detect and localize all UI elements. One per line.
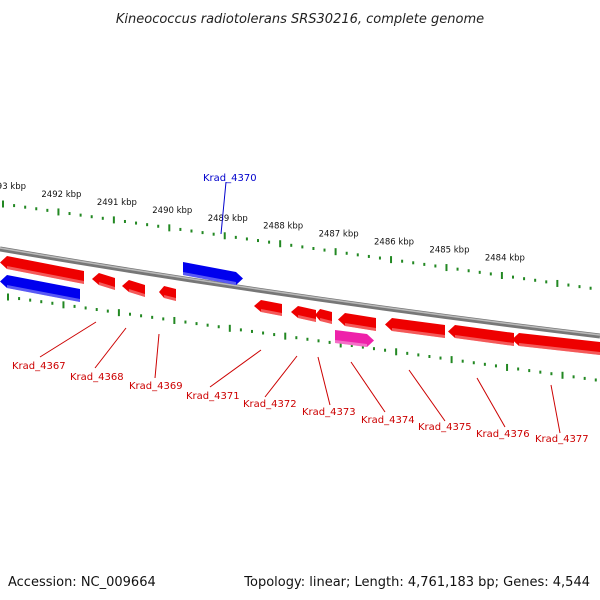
leader-line-krad-4372 [264, 355, 298, 398]
leader-line-krad-4376 [476, 377, 506, 428]
gene-krad-4373 [315, 309, 332, 324]
gene-partial-reverse [0, 256, 84, 284]
upper-scale-ruler: 2493 kbp 2492 kbp 2491 kbp 2490 kbp 2489 kbp… [0, 182, 592, 290]
gene-label-krad-4374[interactable]: Krad_4374 [361, 415, 415, 426]
gene-label-krad-4371[interactable]: Krad_4371 [186, 391, 240, 402]
gene-label-krad-4373[interactable]: Krad_4373 [302, 407, 356, 418]
leader-line-krad-4373 [317, 356, 331, 406]
ruler-tick-label: 2493 kbp [0, 182, 26, 192]
gene-krad-4369 [159, 286, 176, 301]
gene-label-krad-4377[interactable]: Krad_4377 [535, 434, 589, 445]
leader-line-krad-4367 [39, 321, 97, 358]
ruler-tick-label: 2490 kbp [152, 206, 192, 216]
gene-krad-4375 [385, 318, 445, 338]
chromosome-backbone [0, 246, 600, 339]
gene-krad-4369a [122, 280, 145, 297]
gene-krad-4372 [291, 306, 316, 322]
gene-label-krad-4372[interactable]: Krad_4372 [243, 399, 297, 410]
genome-summary-text: Topology: linear; Length: 4,761,183 bp; … [243, 575, 590, 590]
gene-label-krad-4368[interactable]: Krad_4368 [70, 372, 124, 383]
gene-krad-4368 [92, 273, 115, 290]
ruler-tick-label: 2489 kbp [208, 214, 248, 224]
ruler-tick-label: 2488 kbp [263, 222, 303, 232]
ruler-tick-label: 2486 kbp [374, 238, 414, 248]
leader-line-krad-4374 [350, 361, 386, 413]
leader-line-krad-4375 [408, 369, 446, 422]
gene-label-krad-4369[interactable]: Krad_4369 [129, 381, 183, 392]
ruler-tick-label: 2487 kbp [319, 230, 359, 240]
leader-line-krad-4368 [94, 327, 127, 369]
leader-line-krad-4370 [220, 181, 227, 235]
chromosome-backbone-highlight [0, 247, 600, 336]
map-title: Kineococcus radiotolerans SRS30216, comp… [116, 12, 484, 27]
gene-label-krad-4376[interactable]: Krad_4376 [476, 429, 530, 440]
gene-krad-4376 [448, 325, 514, 346]
leader-line-krad-4369 [154, 333, 160, 379]
leader-line-krad-4371 [209, 349, 262, 388]
offscreen-genes [0, 256, 84, 302]
gene-krad-4370 [183, 262, 243, 285]
gene-krad-4374a [338, 313, 376, 331]
gene-features [92, 262, 600, 355]
gene-krad-4374 [335, 330, 374, 347]
gene-label-krad-4367[interactable]: Krad_4367 [12, 361, 66, 372]
ruler-tick-label: 2492 kbp [41, 190, 81, 200]
gene-krad-4377 [512, 333, 600, 355]
ruler-tick-label: 2484 kbp [485, 254, 525, 264]
gene-labels: Krad_4367 Krad_4368 Krad_4369 Krad_4370 Krad… [12, 173, 589, 445]
ruler-tick-label: 2485 kbp [429, 246, 469, 256]
gene-partial-forward [0, 275, 80, 302]
gene-krad-4371 [254, 300, 282, 316]
gene-label-krad-4375[interactable]: Krad_4375 [418, 422, 472, 433]
gene-label-krad-4370[interactable]: Krad_4370 [203, 173, 257, 184]
ruler-tick-label: 2491 kbp [97, 198, 137, 208]
leader-line-krad-4377 [550, 384, 561, 434]
accession-text: Accession: NC_009664 [8, 575, 156, 590]
